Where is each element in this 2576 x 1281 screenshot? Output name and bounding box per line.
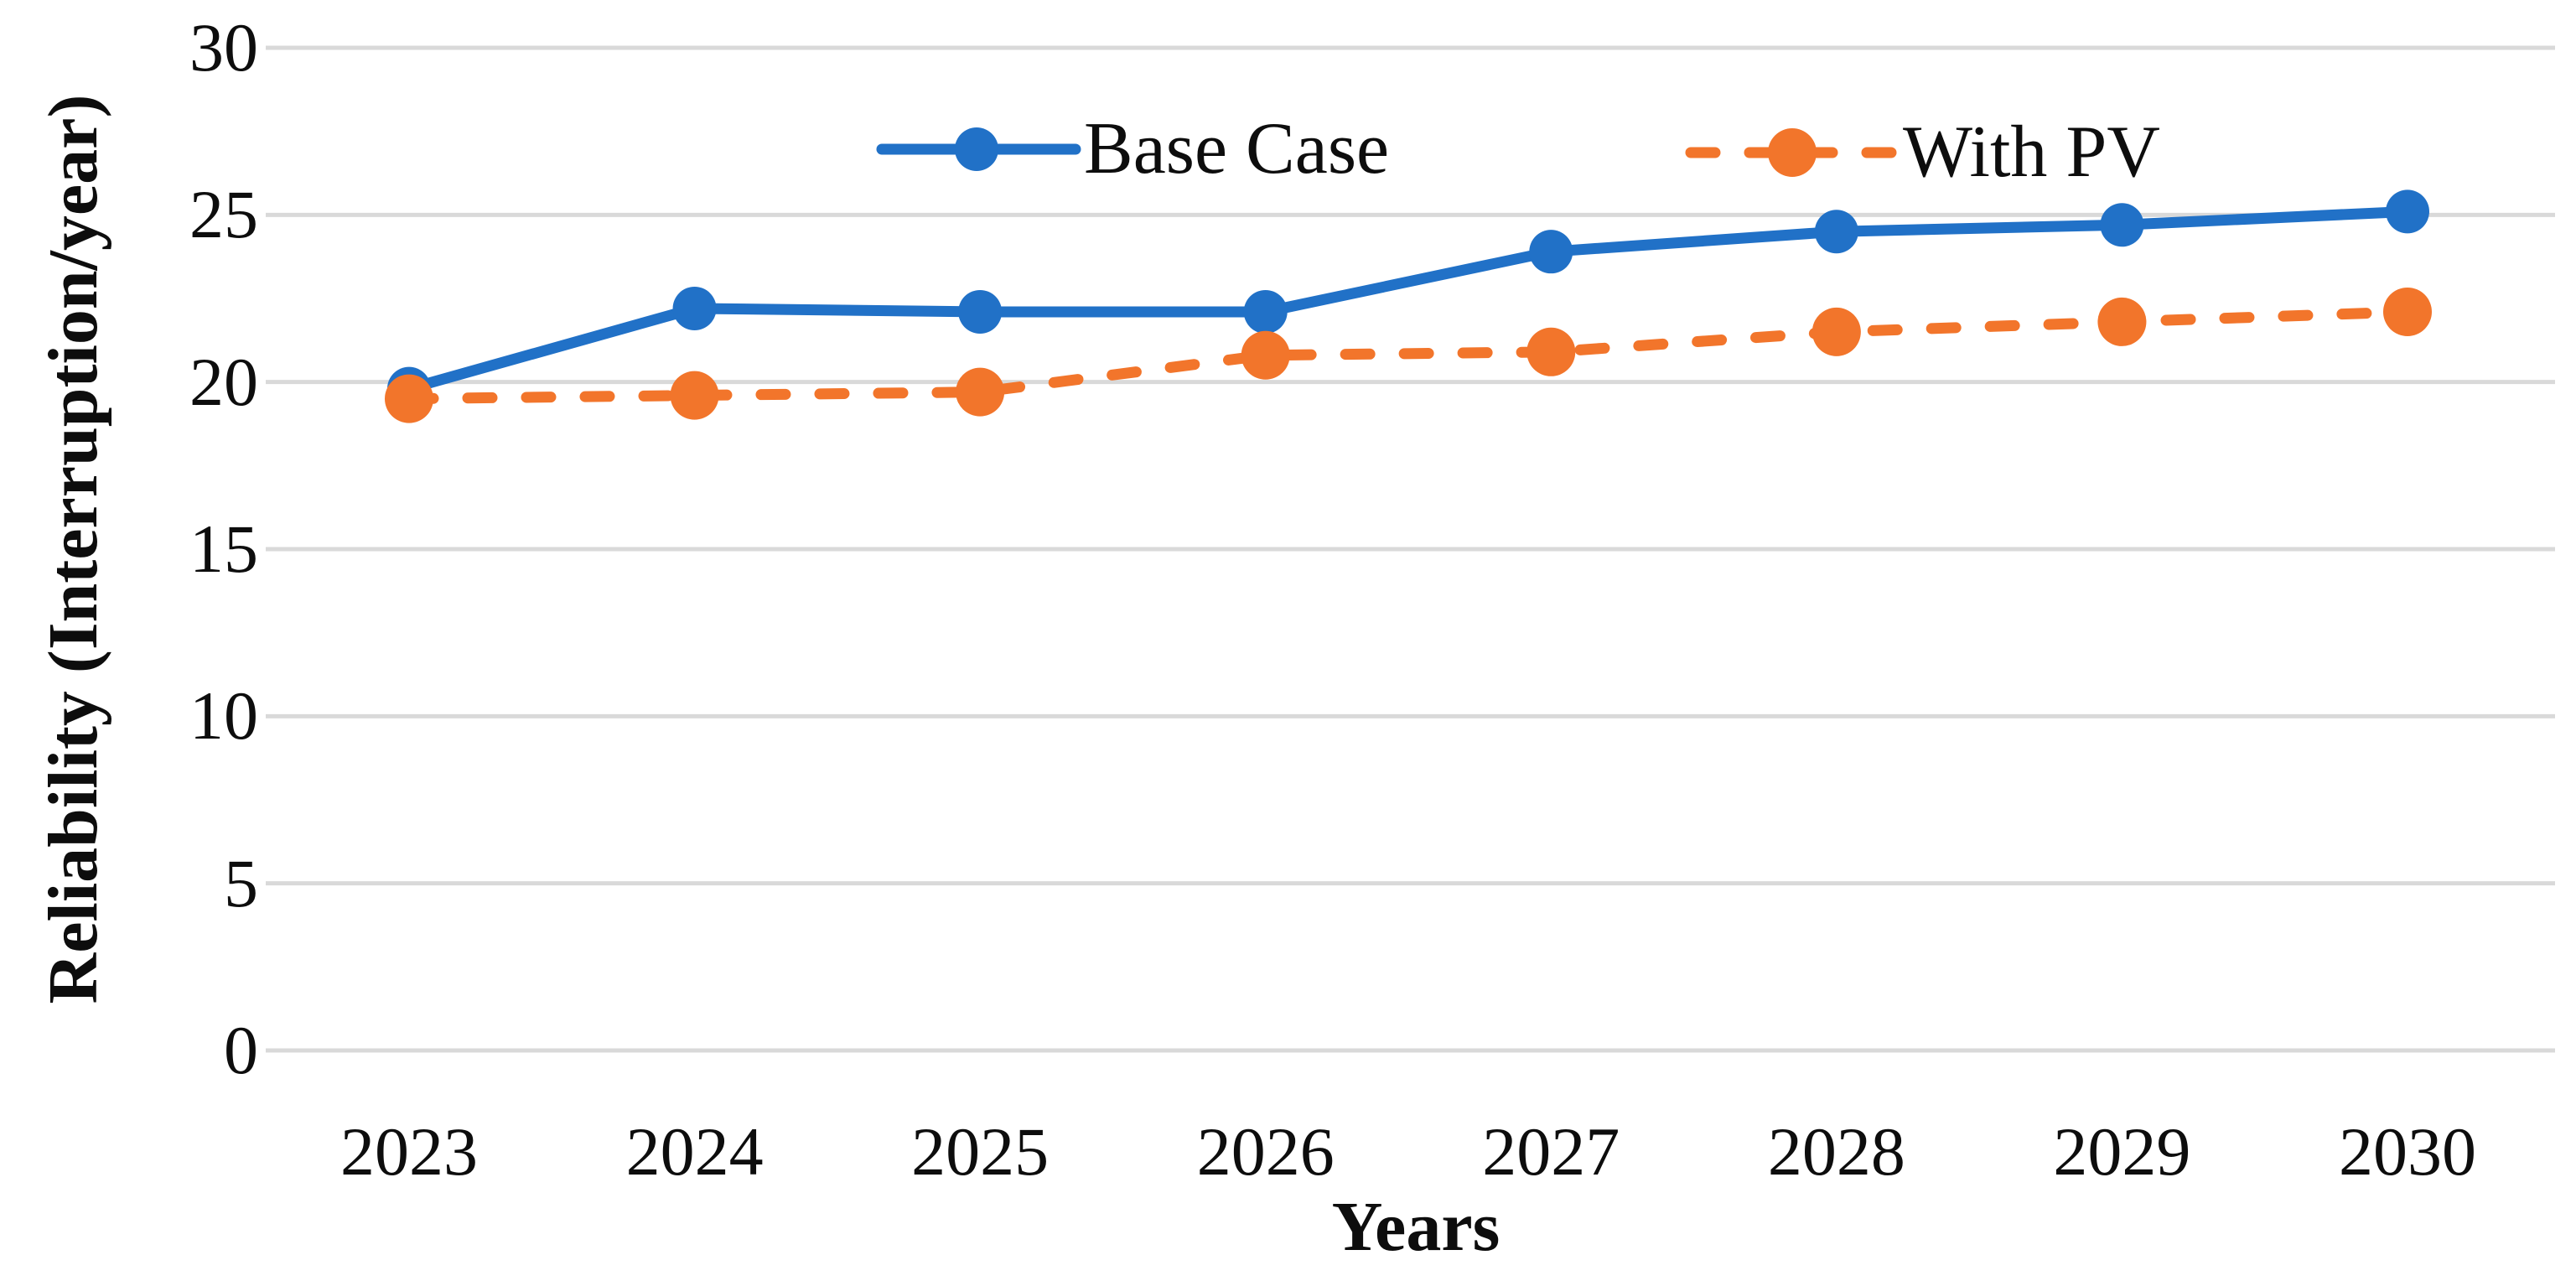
- x-tick-label-2025: 2025: [911, 1113, 1050, 1190]
- data-point-with-pv-2030: [2382, 287, 2432, 336]
- data-point-base-case-2025: [958, 289, 1003, 334]
- y-tick-label-10: 10: [189, 677, 258, 755]
- x-tick-label-2030: 2030: [2338, 1113, 2476, 1190]
- data-point-with-pv-2027: [1526, 327, 1576, 376]
- x-tick-label-2026: 2026: [1196, 1113, 1335, 1190]
- x-axis-title: Years: [1331, 1188, 1501, 1266]
- legend-label-with-pv: With PV: [1903, 112, 2160, 193]
- x-tick-label-2023: 2023: [340, 1113, 478, 1190]
- data-point-with-pv-2026: [1241, 330, 1290, 380]
- legend-label-base-case: Base Case: [1084, 108, 1390, 189]
- series-line-with-pv: [403, 306, 2413, 405]
- data-point-base-case-2026: [1243, 289, 1288, 334]
- data-point-base-case-2028: [1814, 210, 1858, 254]
- data-point-base-case-2029: [2100, 203, 2144, 247]
- data-point-base-case-2027: [1529, 230, 1573, 274]
- x-tick-label-2024: 2024: [625, 1113, 764, 1190]
- data-point-with-pv-2029: [2097, 297, 2147, 346]
- y-tick-label-0: 0: [224, 1012, 258, 1088]
- legend-sample-marker-base-case: [955, 127, 998, 171]
- data-point-with-pv-2028: [1811, 307, 1861, 356]
- y-tick-label-15: 15: [189, 510, 258, 587]
- y-tick-label-5: 5: [224, 844, 258, 921]
- series-line-base-case: [403, 205, 2413, 395]
- x-tick-label-2027: 2027: [1482, 1113, 1620, 1190]
- data-point-with-pv-2025: [956, 367, 1005, 417]
- data-point-base-case-2024: [672, 286, 717, 330]
- x-tick-label-2029: 2029: [2053, 1113, 2191, 1190]
- legend-sample-marker-with-pv: [1768, 128, 1817, 177]
- data-point-with-pv-2023: [385, 374, 433, 423]
- data-point-with-pv-2024: [670, 371, 719, 420]
- y-tick-label-30: 30: [189, 8, 258, 86]
- data-point-base-case-2030: [2385, 189, 2429, 234]
- x-tick-label-2028: 2028: [1767, 1113, 1905, 1190]
- y-tick-label-25: 25: [189, 176, 258, 253]
- y-tick-label-20: 20: [189, 343, 258, 420]
